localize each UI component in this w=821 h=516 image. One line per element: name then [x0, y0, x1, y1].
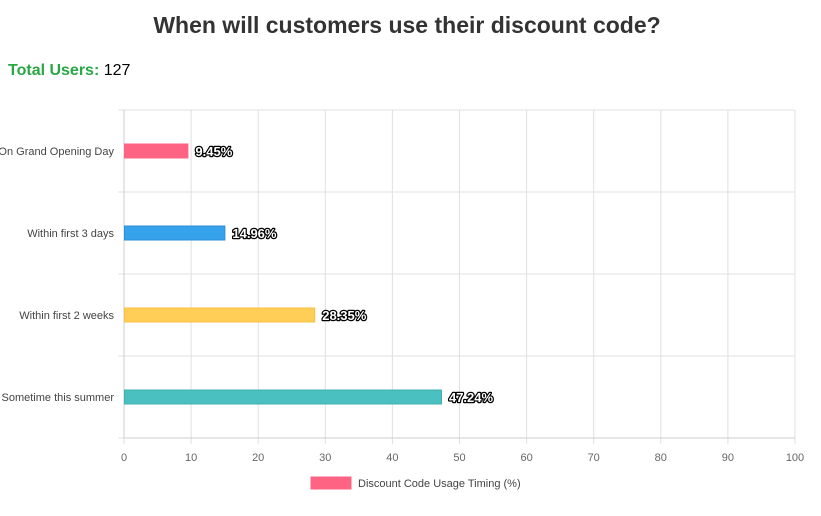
x-tick-label: 20 [252, 452, 264, 464]
data-label: 28.35% [322, 308, 367, 323]
x-tick-label: 60 [520, 452, 532, 464]
x-tick-label: 0 [121, 452, 127, 464]
total-users-value: 127 [103, 62, 131, 79]
legend-swatch [310, 476, 352, 490]
legend-label: Discount Code Usage Timing (%) [358, 478, 521, 490]
total-users: Total Users: 127 [8, 62, 130, 80]
bar [124, 389, 442, 405]
data-label: 14.96% [232, 226, 277, 241]
bar [124, 143, 189, 159]
category-label: On Grand Opening Day [0, 146, 114, 158]
x-tick-label: 100 [786, 452, 804, 464]
chart-title: When will customers use their discount c… [153, 12, 661, 38]
category-label: Sometime this summer [2, 392, 115, 404]
x-tick-label: 50 [453, 452, 465, 464]
x-tick-label: 70 [588, 452, 600, 464]
bar [124, 307, 316, 323]
data-label: 47.24% [449, 390, 494, 405]
total-users-label: Total Users: [8, 62, 100, 79]
data-label: 9.45% [195, 144, 232, 159]
category-label: Within first 2 weeks [19, 310, 114, 322]
x-tick-label: 30 [319, 452, 331, 464]
x-tick-label: 90 [722, 452, 734, 464]
x-tick-label: 40 [386, 452, 398, 464]
x-tick-label: 80 [655, 452, 667, 464]
bar [124, 225, 226, 241]
x-tick-label: 10 [185, 452, 197, 464]
category-label: Within first 3 days [27, 228, 114, 240]
